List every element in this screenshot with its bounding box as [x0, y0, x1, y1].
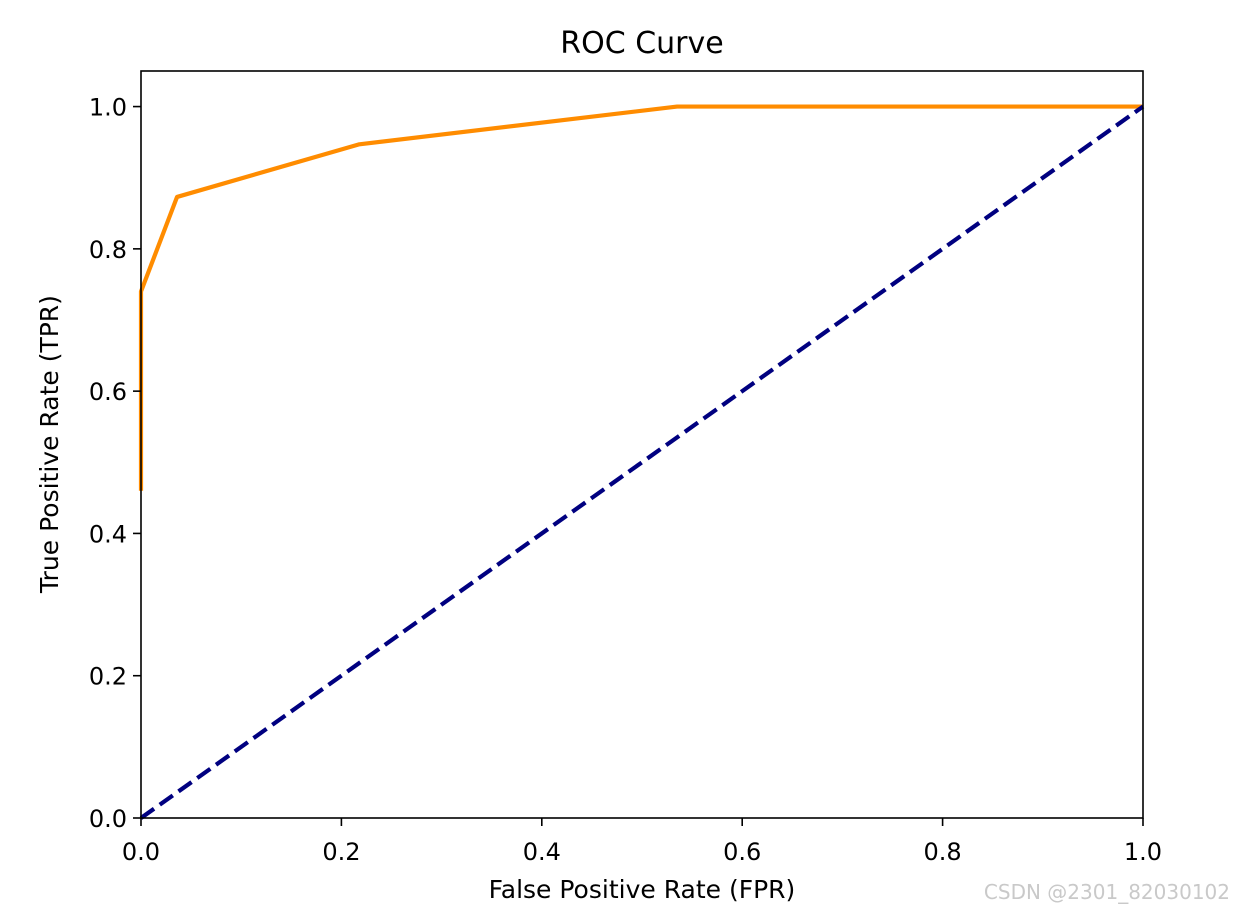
y-axis-ticks: 0.0 0.2 0.4 0.6 0.8 1.0	[89, 94, 141, 833]
y-tick-label: 0.8	[89, 236, 127, 264]
y-tick-label: 0.6	[89, 378, 127, 406]
x-tick-label: 1.0	[1124, 838, 1162, 866]
watermark: CSDN @2301_82030102	[984, 880, 1230, 904]
x-axis-ticks: 0.0 0.2 0.4 0.6 0.8 1.0	[122, 818, 1162, 866]
y-tick-label: 0.2	[89, 663, 127, 691]
plot-area	[138, 104, 1145, 820]
plot-frame	[140, 70, 1144, 819]
x-tick-label: 0.2	[322, 838, 360, 866]
x-tick-label: 0.6	[723, 838, 761, 866]
y-tick-label: 0.0	[89, 805, 127, 833]
y-axis-label: True Positive Rate (TPR)	[35, 295, 64, 594]
y-tick-label: 0.4	[89, 520, 127, 548]
series-line-1	[139, 104, 1145, 820]
series-line-0	[138, 104, 1143, 491]
x-tick-label: 0.8	[924, 838, 962, 866]
y-tick-label: 1.0	[89, 94, 127, 122]
x-tick-label: 0.4	[523, 838, 561, 866]
chart-title: ROC Curve	[560, 26, 723, 61]
x-tick-label: 0.0	[122, 838, 160, 866]
x-axis-label: False Positive Rate (FPR)	[489, 875, 796, 904]
